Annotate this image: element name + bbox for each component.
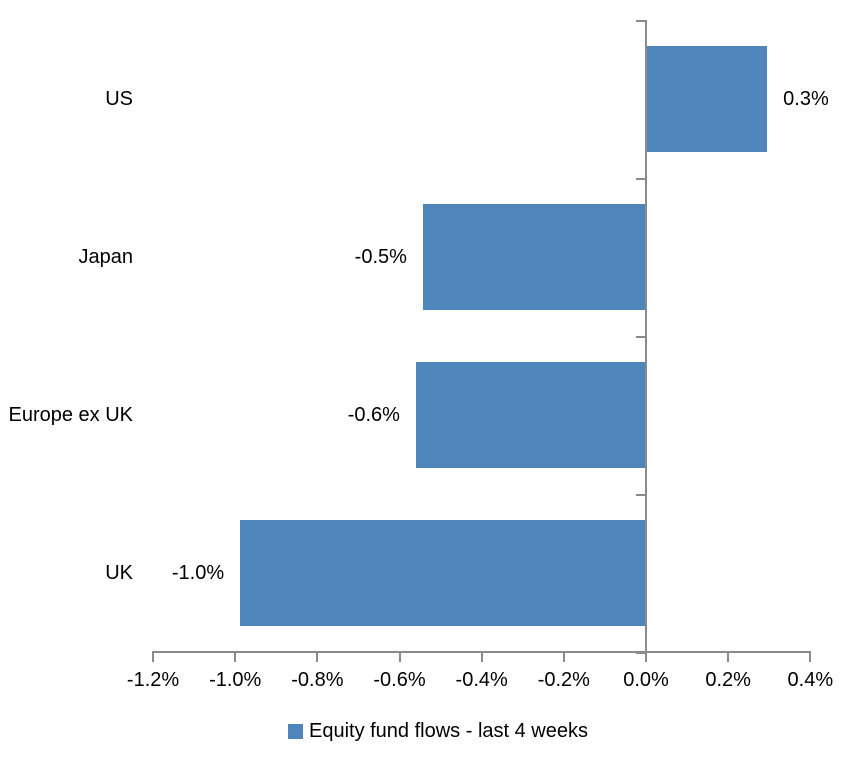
- y-axis-tick: [636, 494, 645, 496]
- bar-data-label: 0.3%: [783, 88, 829, 110]
- legend: Equity fund flows - last 4 weeks: [12, 718, 852, 744]
- y-axis-tick: [636, 336, 645, 338]
- bar-data-label: -1.0%: [171, 562, 225, 584]
- x-tick: [562, 651, 565, 662]
- x-tick: [480, 651, 483, 662]
- category-label: Japan: [78, 246, 134, 268]
- x-tick-label: 0.4%: [787, 669, 834, 691]
- legend-marker-icon: [287, 723, 303, 739]
- y-axis-tick: [636, 20, 645, 22]
- x-tick: [727, 651, 730, 662]
- bar: [646, 46, 768, 152]
- x-tick-label: -0.6%: [373, 669, 426, 691]
- x-tick: [152, 651, 155, 662]
- bar-data-label: -0.6%: [347, 404, 400, 426]
- x-tick: [645, 651, 647, 662]
- legend-label: Equity fund flows - last 4 weeks: [308, 720, 588, 742]
- x-tick-label: 0.0%: [623, 669, 669, 691]
- y-axis-tick: [636, 178, 645, 180]
- x-tick-label: -0.2%: [537, 669, 590, 691]
- category-label: UK: [105, 562, 133, 584]
- x-tick-label: -1.2%: [126, 669, 180, 691]
- x-tick: [398, 651, 401, 662]
- x-tick: [316, 651, 319, 662]
- bar-data-label: -0.5%: [354, 246, 407, 268]
- x-tick-label: -0.4%: [455, 669, 508, 691]
- x-tick: [234, 651, 237, 662]
- x-tick-label: 0.2%: [705, 669, 751, 691]
- x-tick-label: -1.0%: [209, 669, 262, 691]
- category-label: Europe ex UK: [8, 404, 133, 426]
- bar: [240, 520, 646, 626]
- category-label: US: [105, 88, 133, 110]
- bar: [415, 362, 646, 468]
- x-tick-label: -0.8%: [291, 669, 344, 691]
- x-tick: [809, 651, 812, 662]
- y-axis-tick: [636, 652, 645, 654]
- bar: [422, 204, 646, 310]
- y-axis-line: [645, 20, 647, 653]
